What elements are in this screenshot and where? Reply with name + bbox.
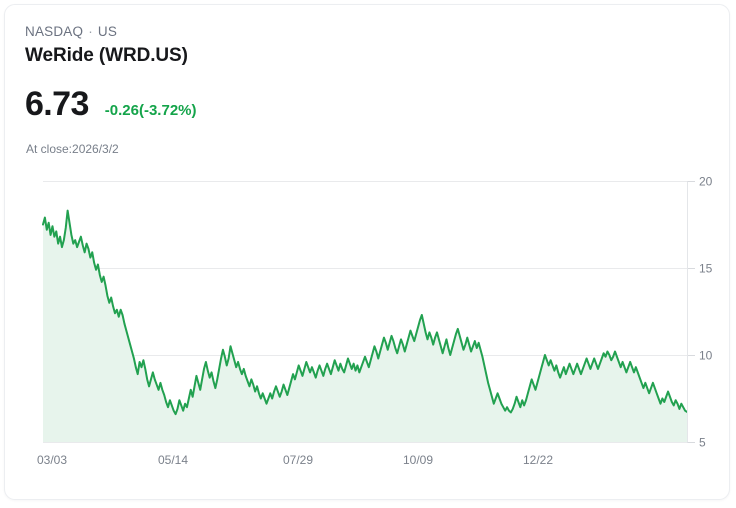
y-tick-label: 10 <box>699 349 713 363</box>
x-tick-label: 03/03 <box>37 453 67 467</box>
card-header: NASDAQ · US WeRide (WRD.US) <box>25 23 709 68</box>
stock-quote-card: NASDAQ · US WeRide (WRD.US) 6.73 -0.26(-3.… <box>4 4 730 500</box>
x-tick-label: 07/29 <box>283 453 313 467</box>
exchange-separator: · <box>88 24 93 39</box>
chart-series <box>42 209 688 442</box>
series-line-path <box>42 209 688 416</box>
company-name: WeRide (WRD.US) <box>25 45 188 66</box>
x-tick-label: 12/22 <box>523 453 553 467</box>
exchange-name: NASDAQ <box>25 24 84 39</box>
chart-gridlines <box>43 181 687 443</box>
y-tick-label: 5 <box>699 436 706 450</box>
quote-change: -0.26(-3.72%) <box>104 102 197 119</box>
exchange-line: NASDAQ · US <box>25 23 709 40</box>
price-chart[interactable]: 20 15 10 5 03/03 05/14 07/29 10/09 12/22 <box>5 165 730 485</box>
price-chart-svg[interactable]: 20 15 10 5 03/03 05/14 07/29 10/09 12/22 <box>5 165 730 485</box>
x-tick-label: 10/09 <box>403 453 433 467</box>
chart-x-axis: 03/03 05/14 07/29 10/09 12/22 <box>37 453 553 467</box>
quote-row: 6.73 -0.26(-3.72%) <box>25 85 197 123</box>
y-tick-label: 20 <box>699 175 713 189</box>
quote-status: At close:2026/3/2 <box>26 142 119 156</box>
chart-y-axis: 20 15 10 5 <box>687 175 713 450</box>
series-area-path <box>43 210 687 442</box>
exchange-region: US <box>97 24 118 39</box>
y-tick-label: 15 <box>699 262 713 276</box>
x-tick-label: 05/14 <box>158 453 188 467</box>
quote-price: 6.73 <box>25 85 89 123</box>
